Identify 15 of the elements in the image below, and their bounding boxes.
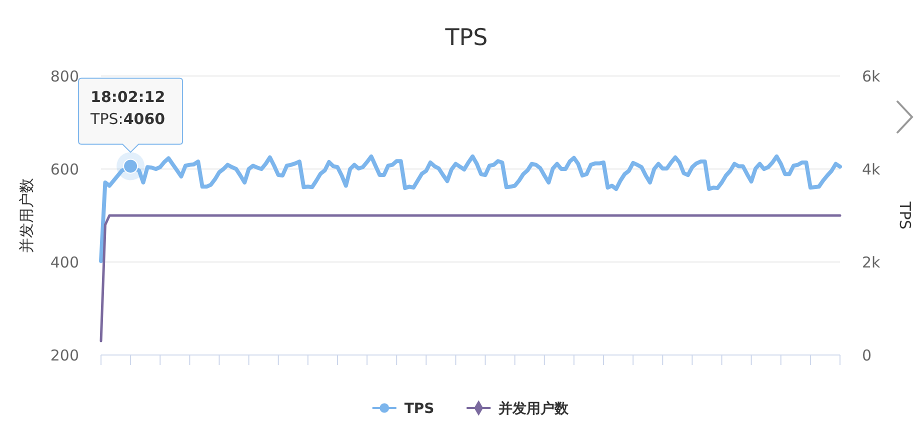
y-axis-title: 并发用户数: [17, 178, 36, 253]
y-tick-label: 400: [50, 253, 79, 272]
chart-title: TPS: [444, 25, 488, 51]
y2-tick-label: 2k: [862, 253, 881, 272]
y2-tick-label: 0: [862, 346, 872, 364]
legend-label: 并发用户数: [498, 400, 570, 417]
line-series: [99, 154, 842, 264]
y-tick-label: 200: [50, 346, 79, 364]
y-tick-label: 600: [50, 160, 79, 178]
legend-label: TPS: [404, 400, 434, 417]
y-tick-label: 800: [50, 67, 79, 86]
y2-axis-title: TPS: [896, 200, 914, 230]
y2-tick-label: 4k: [862, 160, 881, 178]
annotation: 18:02:12 TPS:4060: [90, 88, 166, 128]
y2-tick-label: 6k: [862, 67, 881, 86]
